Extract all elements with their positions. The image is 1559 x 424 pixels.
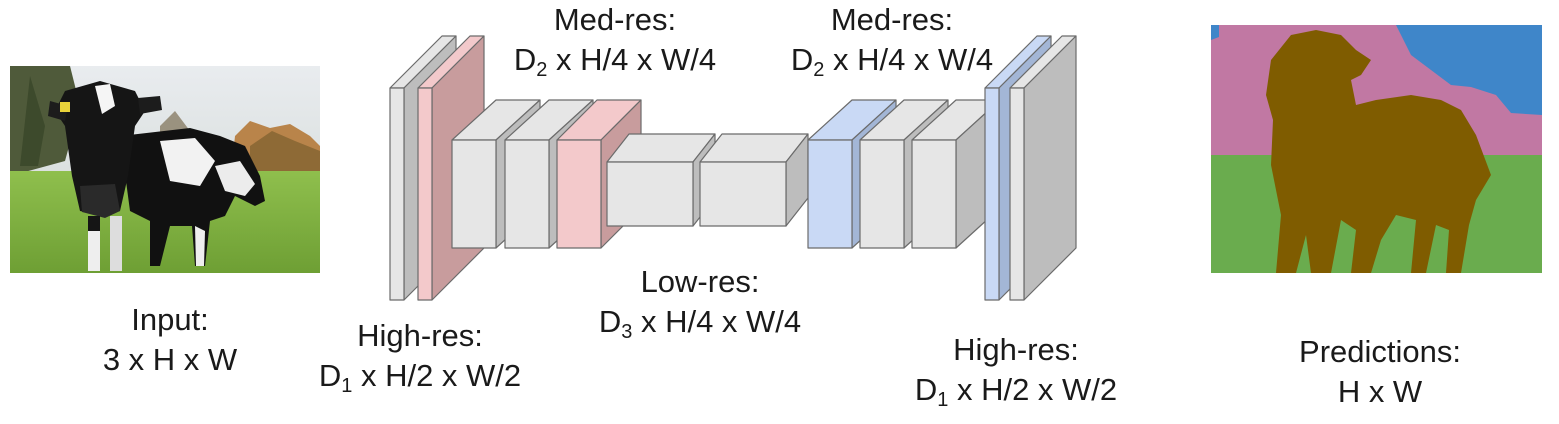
block-low-res-1 [606, 133, 716, 227]
med-res-left-title: Med-res: [553, 2, 677, 37]
input-title: Input: [131, 302, 209, 337]
block-low-res-2 [699, 133, 809, 227]
predictions-image [1211, 25, 1542, 273]
low-res-label: Low-res: D3 x H/4 x W/4 [560, 262, 840, 352]
high-res-left-title: High-res: [357, 318, 483, 353]
med-res-left-label: Med-res: D2 x H/4 x W/4 [475, 0, 755, 90]
low-res-title: Low-res: [640, 264, 760, 299]
med-res-right-label: Med-res: D2 x H/4 x W/4 [752, 0, 1032, 90]
med-res-right-title: Med-res: [830, 2, 954, 37]
med-res-left-dims: D2 x H/4 x W/4 [513, 42, 717, 81]
input-label: Input: 3 x H x W [60, 300, 280, 380]
low-res-dims: D3 x H/4 x W/4 [598, 304, 802, 343]
high-res-right-dims: D1 x H/2 x W/2 [914, 372, 1118, 411]
predictions-title: Predictions: [1299, 334, 1461, 369]
predictions-dims: H x W [1337, 374, 1423, 409]
input-dims: 3 x H x W [102, 342, 238, 377]
high-res-left-dims: D1 x H/2 x W/2 [318, 358, 522, 397]
med-res-right-dims: D2 x H/4 x W/4 [790, 42, 994, 81]
high-res-left-label: High-res: D1 x H/2 x W/2 [280, 316, 560, 406]
input-image [10, 66, 320, 273]
predictions-label: Predictions: H x W [1260, 332, 1500, 412]
high-res-right-label: High-res: D1 x H/2 x W/2 [876, 330, 1156, 420]
block-high-res-right-2 [1009, 35, 1077, 301]
high-res-right-title: High-res: [953, 332, 1079, 367]
